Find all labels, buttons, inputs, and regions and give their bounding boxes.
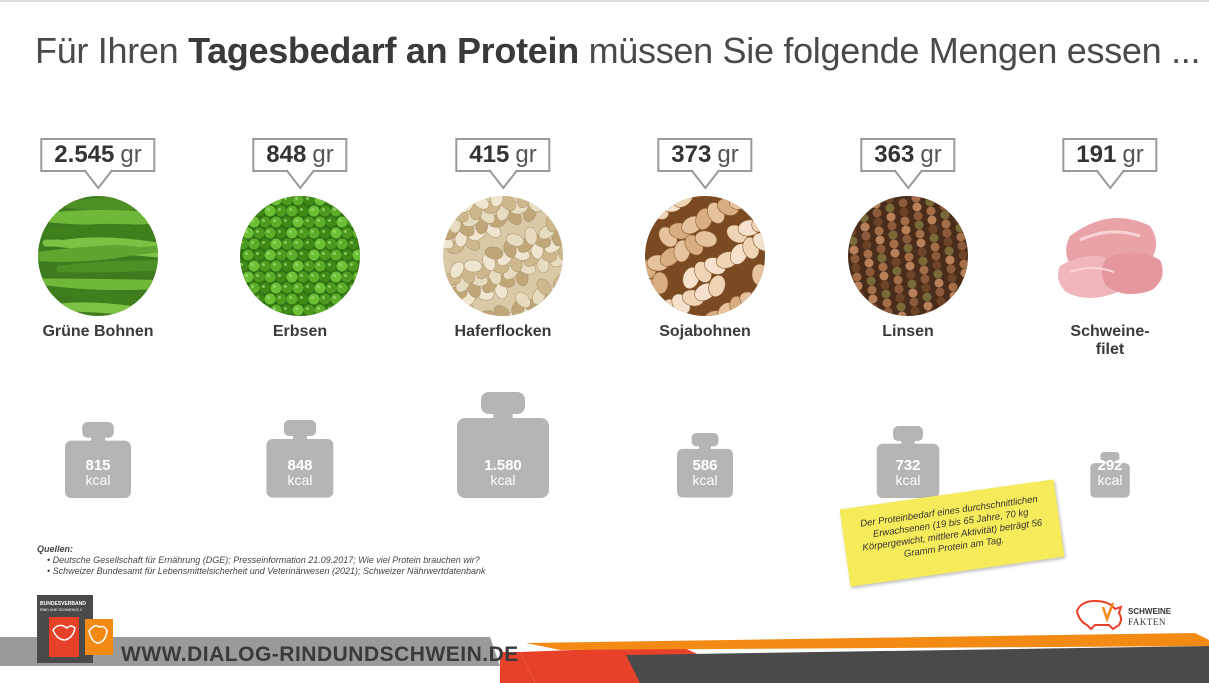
amount-unit: gr [920,141,942,168]
food-name: Sojabohnen [659,323,751,340]
source-item: Schweizer Bundesamt für Lebensmittelsich… [47,566,486,577]
footer-orange-band [526,633,1209,650]
kcal-value: 848 [287,456,313,474]
kcal-unit: kcal [287,471,313,488]
pork-fillet-image [1050,196,1170,316]
amount-unit: gr [515,141,537,168]
amount-callout: 363 gr [860,138,956,190]
footer-gray-band [0,637,500,666]
food-name: Grüne Bohnen [42,323,154,340]
food-name: Schweine- filet [1070,323,1150,358]
kcal-value: 732 [895,456,921,474]
amount-callout: 2.545 gr [40,138,156,190]
svg-text:RIND UND SCHWEIN E.V.: RIND UND SCHWEIN E.V. [40,608,83,612]
kcal-value: 1.580 [484,457,522,474]
kcal-weight-icon: 815 kcal [64,421,132,498]
amount-unit: gr [717,141,739,168]
kcal-weight-icon: 1.580 kcal [457,392,549,498]
amount-value: 191 [1076,141,1117,168]
soybeans-image [645,196,765,316]
kcal-value: 815 [85,456,111,474]
amount-value: 848 [266,141,307,168]
amount-value: 373 [671,141,712,168]
amount-callout: 373 gr [657,138,753,190]
kcal-unit: kcal [895,471,921,488]
logo-text-fakten: FAKTEN [1128,617,1166,627]
footer-dark-band [626,646,1209,683]
kcal-value: 586 [692,456,718,474]
kcal-unit: kcal [692,471,718,488]
logo-text-schweine: SCHWEINE [1128,607,1172,616]
kcal-unit: kcal [1097,471,1123,488]
amount-callout: 415 gr [455,138,551,190]
amount-unit: gr [120,141,142,168]
top-divider [0,0,1209,2]
amount-box: 2.545 gr [40,138,156,172]
amount-unit: gr [1122,141,1144,168]
amount-value: 363 [874,141,915,168]
kcal-weight-icon: 586 kcal [676,433,734,498]
amount-callout: 848 gr [252,138,348,190]
kcal-label: 1.580 kcal [457,458,549,488]
sources-block: Quellen: Deutsche Gesellschaft für Ernäh… [37,544,486,577]
kcal-weight-icon: 848 kcal [266,420,334,498]
source-item: Deutsche Gesellschaft für Ernährung (DGE… [47,555,486,566]
kcal-label: 292 kcal [1090,458,1130,488]
amount-box: 191 gr [1062,138,1158,172]
food-name: Haferflocken [454,323,552,340]
footer-red-band [500,652,535,683]
food-name: Erbsen [272,323,328,340]
schweine-fakten-logo: SCHWEINE FAKTEN [1073,597,1173,631]
pig-icon [1075,599,1123,631]
amount-box: 415 gr [455,138,551,172]
kcal-label: 586 kcal [677,458,733,488]
food-name: Linsen [882,323,934,340]
lentils-image [848,196,968,316]
page-title: Für Ihren Tagesbedarf an Protein müssen … [35,30,1201,71]
kcal-weight-icon: 732 kcal [876,425,940,498]
bundesverband-logo-mark: BUNDESVERBAND RIND UND SCHWEIN E.V. [37,595,113,663]
kcal-unit: kcal [490,472,516,488]
sources-list: Deutsche Gesellschaft für Ernährung (DGE… [37,555,486,577]
amount-value: 415 [469,141,510,168]
svg-text:BUNDESVERBAND: BUNDESVERBAND [40,601,86,607]
kcal-value: 292 [1097,456,1123,474]
kcal-label: 732 kcal [877,458,940,488]
kcal-label: 848 kcal [266,458,333,488]
kcal-weight-icon: 292 kcal [1090,452,1130,498]
amount-value: 2.545 [54,141,115,168]
kcal-unit: kcal [85,471,111,488]
sources-title: Quellen: [37,544,74,554]
bundesverband-logo: BUNDESVERBAND RIND UND SCHWEIN E.V. [37,595,114,663]
website-url[interactable]: WWW.DIALOG-RINDUNDSCHWEIN.DE [121,643,519,666]
amount-unit: gr [312,141,334,168]
amount-callout: 191 gr [1062,138,1158,190]
kcal-label: 815 kcal [65,458,131,488]
